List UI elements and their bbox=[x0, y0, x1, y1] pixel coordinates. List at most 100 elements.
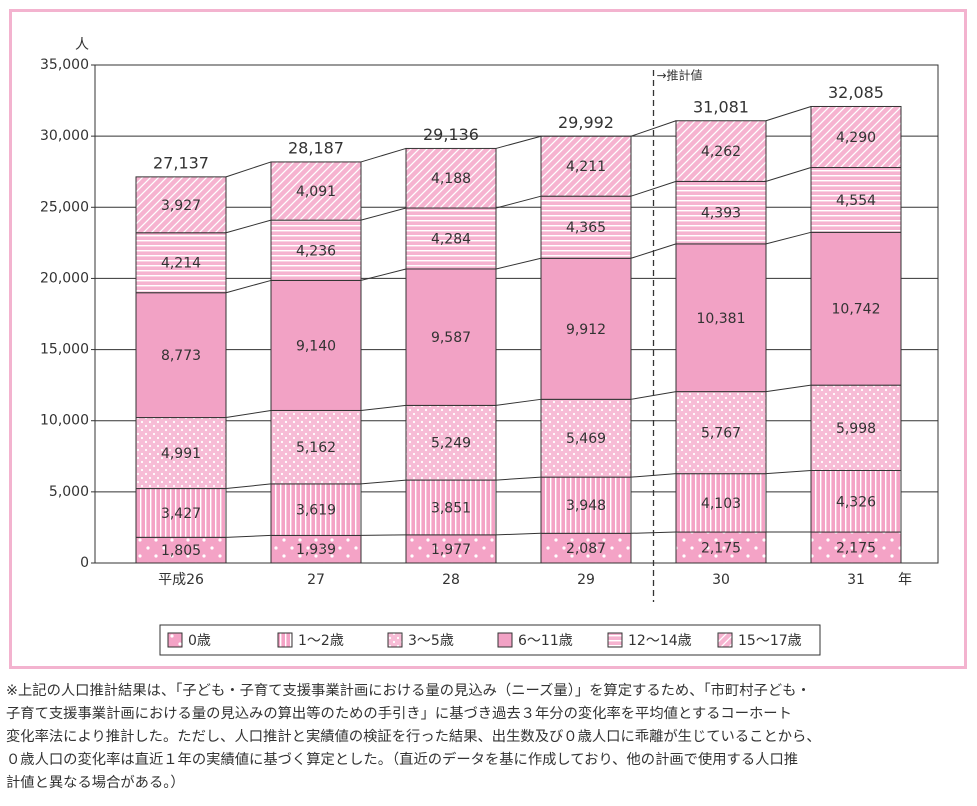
connector-line bbox=[360, 207, 407, 221]
bar-segment bbox=[675, 180, 767, 245]
bar-segment bbox=[270, 534, 362, 564]
connector-line bbox=[225, 219, 272, 234]
y-tick-label: 35,000 bbox=[40, 57, 89, 73]
connector-line bbox=[765, 105, 812, 122]
footnote: ※上記の人口推計結果は、「子ども・子育て支援事業計画における量の見込み（ニーズ量… bbox=[6, 680, 974, 795]
connector-line bbox=[495, 532, 542, 536]
connector-line bbox=[765, 470, 812, 475]
total-label: 29,136 bbox=[423, 125, 479, 144]
data-label: 10,742 bbox=[832, 302, 881, 318]
x-unit: 年 bbox=[898, 572, 912, 588]
y-tick-label: 15,000 bbox=[40, 342, 89, 358]
bar-segment bbox=[675, 531, 767, 564]
footnote-line: 計値と異なる場合がある。） bbox=[6, 775, 185, 791]
data-label: 3,427 bbox=[161, 506, 201, 522]
connector-line bbox=[360, 404, 407, 411]
bar-segment bbox=[540, 135, 632, 197]
y-tick-label: 10,000 bbox=[40, 413, 89, 429]
x-tick-label: 31 bbox=[847, 572, 865, 588]
data-label: 5,249 bbox=[431, 436, 471, 452]
data-label: 1,939 bbox=[296, 542, 336, 558]
bar-segment bbox=[270, 483, 362, 536]
total-label: 31,081 bbox=[693, 97, 749, 116]
bar-segment bbox=[540, 476, 632, 534]
bar-segment bbox=[810, 105, 902, 169]
data-label: 1,977 bbox=[431, 542, 471, 558]
legend-swatch bbox=[277, 632, 293, 648]
data-label: 4,991 bbox=[161, 446, 201, 462]
chart-frame bbox=[9, 9, 967, 669]
x-tick-label: 27 bbox=[307, 572, 325, 588]
data-label: 10,381 bbox=[697, 311, 746, 327]
total-label: 27,137 bbox=[153, 153, 209, 172]
data-label: 3,927 bbox=[161, 198, 201, 214]
bar-segment bbox=[135, 417, 227, 490]
data-label: 9,140 bbox=[296, 338, 336, 354]
connector-line bbox=[225, 534, 272, 538]
legend-swatch bbox=[167, 632, 183, 648]
connector-line bbox=[495, 135, 542, 149]
y-tick-label: 20,000 bbox=[40, 270, 89, 286]
data-label: 5,469 bbox=[566, 431, 606, 447]
x-tick-label: 28 bbox=[442, 572, 460, 588]
footnote-line: 変化率法により推計した。ただし、人口推計と実績値の検証を行った結果、出生数及び０… bbox=[6, 729, 821, 745]
connector-line bbox=[225, 409, 272, 419]
data-label: 9,587 bbox=[431, 330, 471, 346]
legend-swatch bbox=[607, 632, 623, 648]
total-label: 28,187 bbox=[288, 138, 344, 157]
bar-segment bbox=[135, 292, 227, 419]
bar-segment bbox=[405, 147, 497, 209]
connector-line bbox=[765, 167, 812, 182]
bar-segment bbox=[810, 470, 902, 533]
bar-segment bbox=[405, 404, 497, 481]
data-label: 4,393 bbox=[701, 206, 741, 222]
chart: 人 年 0 5,000 10,000 15,000 20,000 25,000 30,000… bbox=[40, 37, 939, 656]
connector-line bbox=[360, 534, 407, 536]
connector-line bbox=[765, 231, 812, 245]
x-tick-label: 30 bbox=[712, 572, 730, 588]
connector-line bbox=[360, 268, 407, 281]
connector-line bbox=[225, 483, 272, 490]
data-label: 5,998 bbox=[836, 421, 876, 437]
legend-label: 15～17歳 bbox=[738, 633, 802, 649]
bar-segment bbox=[675, 120, 767, 182]
bar-segment bbox=[135, 536, 227, 564]
data-label: 3,851 bbox=[431, 500, 471, 516]
connector-line bbox=[765, 384, 812, 393]
data-label: 4,211 bbox=[566, 159, 606, 175]
y-tick-label: 5,000 bbox=[49, 484, 89, 500]
bar-segment bbox=[540, 257, 632, 400]
data-label: 9,912 bbox=[566, 322, 606, 338]
connector-line bbox=[495, 257, 542, 270]
y-tick-label: 25,000 bbox=[40, 199, 89, 215]
data-label: 4,236 bbox=[296, 243, 336, 259]
legend-swatch bbox=[497, 632, 513, 648]
data-label: 5,767 bbox=[701, 426, 741, 442]
footnote-line: ０歳人口の変化率は直近１年の実績値に基づく算定とした。（直近のデータを基に作成し… bbox=[6, 752, 799, 768]
legend-label: 1～2歳 bbox=[298, 633, 344, 649]
data-label: 3,619 bbox=[296, 503, 336, 519]
footnote-line: ※上記の人口推計結果は、「子ども・子育て支援事業計画における量の見込み（ニーズ量… bbox=[6, 683, 811, 699]
data-label: 2,087 bbox=[566, 541, 606, 557]
legend-label: 3～5歳 bbox=[408, 633, 454, 649]
y-tick-label: 0 bbox=[80, 555, 89, 571]
plot-border bbox=[94, 64, 939, 564]
data-label: 2,175 bbox=[836, 541, 876, 557]
data-label: 4,214 bbox=[161, 256, 201, 272]
projection-label: →推計値 bbox=[657, 68, 703, 83]
connector-line bbox=[360, 147, 407, 163]
connector-line bbox=[495, 398, 542, 406]
data-label: 4,262 bbox=[701, 144, 741, 160]
connector-line bbox=[225, 279, 272, 294]
data-label: 2,175 bbox=[701, 541, 741, 557]
bar-segment bbox=[540, 195, 632, 259]
legend-swatch bbox=[387, 632, 403, 648]
bar-segment bbox=[810, 384, 902, 472]
y-unit: 人 bbox=[75, 37, 89, 53]
connector-line bbox=[630, 180, 677, 197]
data-label: 4,284 bbox=[431, 232, 471, 248]
footnote-line: 子育て支援事業計画における量の見込みの算出等のための手引き」に基づき過去３年分の… bbox=[6, 706, 792, 722]
x-tick-label: 29 bbox=[577, 572, 595, 588]
bar-segment bbox=[135, 232, 227, 294]
